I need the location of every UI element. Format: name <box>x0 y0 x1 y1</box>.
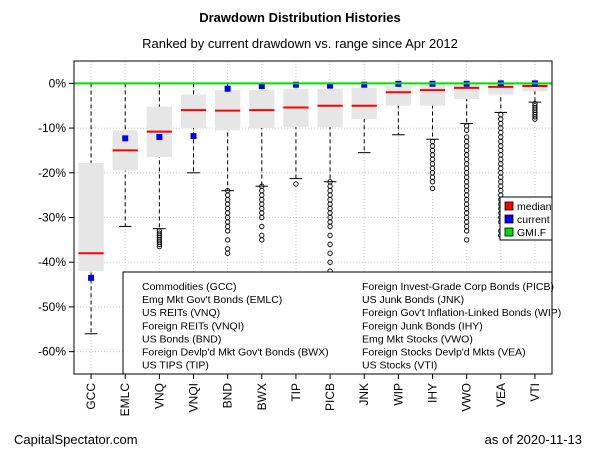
outlier-point <box>327 259 333 265</box>
x-tick-label: VWO <box>460 383 474 412</box>
x-tick-label: IHY <box>426 383 440 403</box>
box-IHY <box>419 84 446 106</box>
box-GCC <box>78 162 104 272</box>
x-tick-label: JNK <box>357 383 371 406</box>
outlier-point <box>463 127 470 133</box>
outlier-point <box>224 237 231 243</box>
outlier-point <box>259 237 265 243</box>
description-item: US Bonds (BND) <box>142 333 221 345</box>
date-label: as of 2020-11-13 <box>484 432 582 447</box>
description-item: US Stocks (VTI) <box>362 360 437 372</box>
description-item: Foreign Invest-Grade Corp Bonds (PICB) <box>362 281 554 293</box>
outlier-point <box>498 120 504 127</box>
x-tick-label: BND <box>221 383 235 409</box>
description-item: Foreign Junk Bonds (IHY) <box>362 320 483 332</box>
outlier-point <box>259 214 265 221</box>
x-tick-label: PICB <box>323 383 337 411</box>
outlier-point <box>498 129 504 136</box>
y-tick-label: -30% <box>38 211 66 225</box>
y-tick-label: -60% <box>38 345 66 359</box>
outlier-point <box>327 232 333 239</box>
description-item: Foreign Stocks Devlp'd Mkts (VEA) <box>362 347 526 359</box>
y-tick-label: -50% <box>38 300 66 314</box>
x-tick-label: VTI <box>528 383 542 402</box>
outlier-point <box>327 223 333 230</box>
current-mark <box>292 81 299 88</box>
description-item: Foreign Gov't Inflation-Linked Bonds (WI… <box>362 307 561 319</box>
box-WIP <box>385 85 411 106</box>
outlier-point <box>498 134 504 140</box>
outlier-point <box>327 241 333 247</box>
x-tick-label: GCC <box>84 383 98 410</box>
current-mark <box>224 85 231 92</box>
description-item: US Junk Bonds (JNK) <box>362 294 464 306</box>
current-mark <box>327 82 334 89</box>
outlier-point <box>156 243 163 250</box>
outlier-point <box>429 179 436 185</box>
description-item: US TIPS (TIP) <box>142 360 209 372</box>
legend-swatch <box>504 214 514 224</box>
outlier-point <box>498 112 504 118</box>
outlier-point <box>532 114 538 120</box>
box-VTI <box>522 83 548 92</box>
axis-layer: 0% -10% -20% -30% -40% -50% -60% GCC EMLC VNQ VNQI… <box>38 60 553 417</box>
outlier-point <box>156 241 163 247</box>
current-mark <box>122 135 129 142</box>
box-VEA <box>488 83 514 95</box>
description-frame <box>122 271 553 375</box>
outlier-point <box>463 228 470 234</box>
current-mark <box>190 133 197 140</box>
current-mark <box>156 134 163 141</box>
y-tick-label: -10% <box>38 121 66 135</box>
legend-label: GMI.F <box>517 227 546 239</box>
y-tick-label: -20% <box>38 166 66 180</box>
description-item: Emg Mkt Stocks (VWO) <box>362 333 473 345</box>
source-label: CapitalSpectator.com <box>14 432 138 447</box>
outlier-point <box>463 237 470 243</box>
y-tick-label: 0% <box>49 76 67 90</box>
outlier-point <box>532 116 538 122</box>
legend-label: median <box>517 201 552 213</box>
box-JNK <box>351 87 377 120</box>
outlier-point <box>463 134 470 140</box>
legend-swatch <box>504 227 514 237</box>
box-layer <box>74 80 552 335</box>
outlier-point <box>259 223 265 230</box>
y-tick-label: -40% <box>38 255 66 269</box>
box-BWX <box>249 90 275 129</box>
description-item: Foreign REITs (VNQI) <box>142 320 244 332</box>
outlier-point <box>498 116 504 122</box>
x-tick-label: VNQI <box>187 383 201 412</box>
outlier-point <box>224 250 231 256</box>
chart-subtitle: Ranked by current drawdown vs. range sin… <box>142 36 458 51</box>
x-tick-label: EMLC <box>118 383 132 417</box>
current-mark <box>258 83 265 90</box>
chart-title: Drawdown Distribution Histories <box>199 10 401 25</box>
legend-swatch <box>504 201 514 211</box>
outlier-point <box>429 185 436 192</box>
x-tick-label: BWX <box>255 383 269 410</box>
legend-label: current <box>517 214 550 226</box>
current-mark <box>361 81 368 88</box>
x-tick-label: TIP <box>289 383 303 402</box>
description-box: Commodities (GCC)Emg Mkt Gov't Bonds (EM… <box>122 271 561 375</box>
description-item: US REITs (VNQ) <box>142 307 220 319</box>
box-VNQI <box>180 94 207 129</box>
description-item: Commodities (GCC) <box>142 281 237 293</box>
x-tick-label: WIP <box>391 383 405 406</box>
description-item: Foreign Devlp'd Mkt Gov't Bonds (BWX) <box>142 347 329 359</box>
outlier-point <box>293 181 299 187</box>
x-tick-label: VEA <box>494 383 508 407</box>
x-tick-label: VNQ <box>152 383 166 409</box>
description-item: Emg Mkt Gov't Bonds (EMLC) <box>142 294 282 306</box>
box-PICB <box>317 88 343 128</box>
current-mark <box>88 274 95 281</box>
outlier-point <box>224 228 231 234</box>
outlier-point <box>327 250 333 256</box>
